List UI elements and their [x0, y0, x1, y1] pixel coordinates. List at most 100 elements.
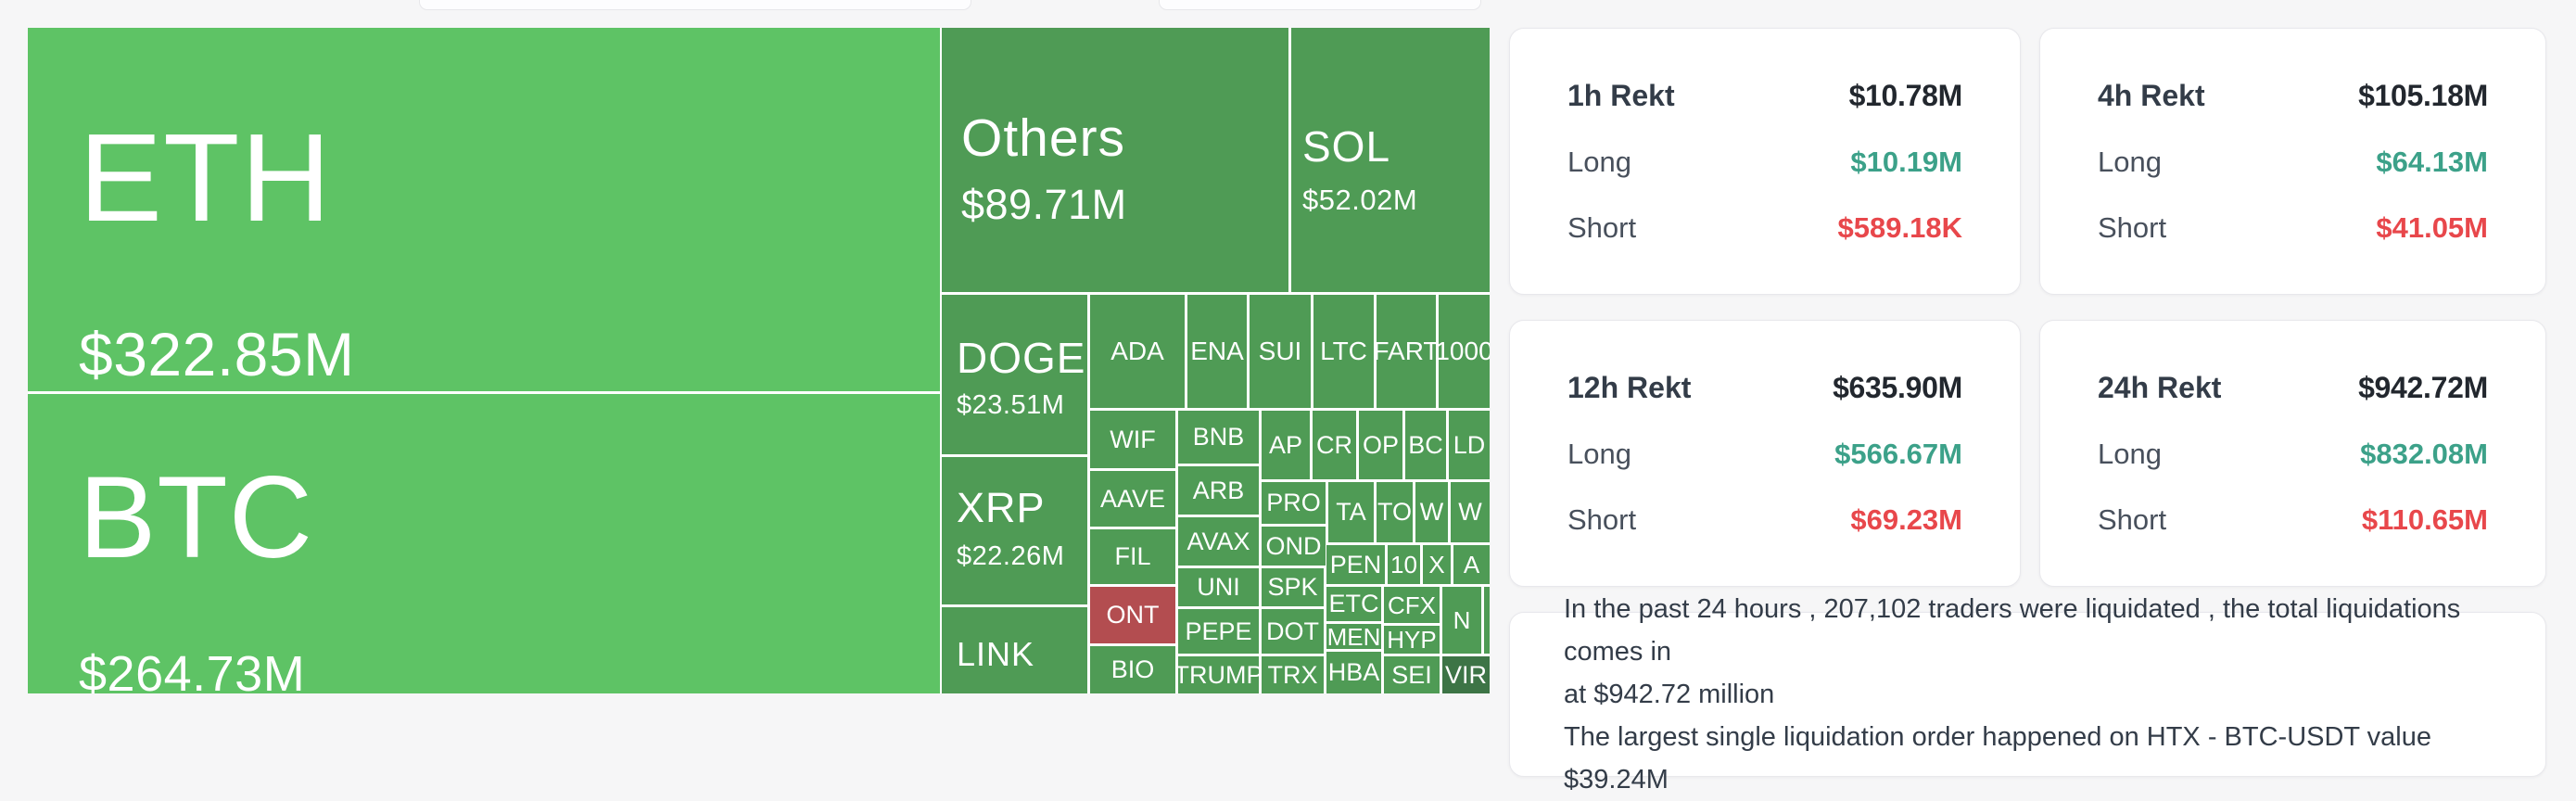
treemap-tile-hba[interactable]: HBA	[1326, 652, 1381, 693]
treemap-tile-pen[interactable]: PEN	[1326, 545, 1385, 584]
tile-symbol: ARB	[1192, 476, 1245, 504]
long-label: Long	[2098, 438, 2162, 470]
rekt-short-row: Short $69.23M	[1567, 505, 1962, 534]
treemap-tile-aave[interactable]: AAVE	[1090, 471, 1175, 527]
treemap-tile-etc[interactable]: ETC	[1326, 587, 1381, 621]
treemap-tile-arb[interactable]: ARB	[1178, 466, 1259, 515]
treemap-tile-sui[interactable]: SUI	[1250, 295, 1311, 408]
rekt-long-row: Long $64.13M	[2098, 147, 2488, 176]
treemap-tile-btc[interactable]: BTC $264.73M	[28, 394, 940, 693]
rekt-period-label: 12h Rekt	[1567, 371, 1692, 404]
liquidation-summary: In the past 24 hours , 207,102 traders w…	[1509, 594, 2546, 795]
tile-value: $22.26M	[957, 540, 1065, 571]
rekt-total-value: $942.72M	[2358, 371, 2488, 404]
summary-line: The largest single liquidation order hap…	[1564, 722, 2432, 795]
treemap-tile-men[interactable]: MEN	[1326, 624, 1381, 649]
treemap-tile-xrp[interactable]: XRP $22.26M	[942, 457, 1087, 604]
treemap-tile-dot[interactable]: DOT	[1262, 609, 1324, 654]
treemap-tile-ap[interactable]: AP	[1262, 411, 1310, 479]
treemap-tile-ena[interactable]: ENA	[1187, 295, 1247, 408]
treemap-tile-ta[interactable]: TA	[1328, 482, 1374, 542]
tile-symbol: BTC	[79, 453, 313, 583]
treemap-tile-link[interactable]: LINK	[942, 607, 1087, 693]
rekt-card-12h[interactable]: 12h Rekt $635.90M Long $566.67M Short $6…	[1509, 320, 2021, 587]
treemap-tile-others[interactable]: Others $89.71M	[942, 28, 1288, 292]
rekt-card-24h[interactable]: 24h Rekt $942.72M Long $832.08M Short $1…	[2039, 320, 2546, 587]
short-value: $41.05M	[2376, 211, 2488, 244]
treemap-tile-a[interactable]: A	[1453, 545, 1490, 584]
tile-value: $52.02M	[1302, 184, 1418, 217]
treemap-tile-bnb[interactable]: BNB	[1178, 411, 1259, 464]
tile-symbol: WIF	[1110, 425, 1156, 453]
treemap-tile-10[interactable]: 10	[1388, 545, 1420, 584]
rekt-card-1h[interactable]: 1h Rekt $10.78M Long $10.19M Short $589.…	[1509, 28, 2021, 295]
top-edge-artifact	[419, 0, 971, 10]
treemap-tile-trx[interactable]: TRX	[1262, 656, 1324, 693]
tile-symbol: AVAX	[1186, 527, 1250, 555]
treemap-tile-fart[interactable]: FART	[1377, 295, 1436, 408]
treemap-tile-to[interactable]: TO	[1377, 482, 1413, 542]
short-label: Short	[2098, 211, 2167, 244]
treemap-tile-fil[interactable]: FIL	[1090, 529, 1175, 584]
short-label: Short	[2098, 503, 2167, 536]
treemap-tile-ond[interactable]: OND	[1262, 527, 1326, 566]
treemap-tile-op[interactable]: OP	[1359, 411, 1402, 479]
rekt-period-label: 4h Rekt	[2098, 79, 2205, 112]
treemap-tile-ld[interactable]: LD	[1449, 411, 1490, 479]
treemap-tile-wif[interactable]: WIF	[1090, 411, 1175, 468]
treemap-tile-uni[interactable]: UNI	[1178, 568, 1259, 606]
tile-symbol: A	[1463, 551, 1480, 578]
tile-symbol: AAVE	[1099, 484, 1166, 513]
treemap-tile-w[interactable]: W	[1415, 482, 1448, 542]
tile-symbol: W	[1458, 498, 1482, 526]
tile-symbol: BC	[1408, 430, 1443, 459]
treemap-tile-sei[interactable]: SEI	[1384, 656, 1440, 693]
rekt-title-row: 24h Rekt $942.72M	[2098, 373, 2488, 402]
treemap-tile-ada[interactable]: ADA	[1090, 295, 1185, 408]
treemap-tile-pepe[interactable]: PEPE	[1178, 609, 1259, 654]
treemap-tile-hyp[interactable]: HYP	[1384, 626, 1440, 654]
treemap-tile-x[interactable]: X	[1423, 545, 1451, 584]
treemap-tile-vir[interactable]: VIR	[1442, 656, 1490, 693]
treemap-tile-cfx[interactable]: CFX	[1384, 587, 1440, 623]
short-value: $110.65M	[2361, 503, 2488, 536]
treemap-tile-spk[interactable]: SPK	[1262, 568, 1324, 606]
tile-symbol: W	[1419, 498, 1444, 526]
treemap-tile-avax[interactable]: AVAX	[1178, 517, 1259, 566]
tile-symbol: 10	[1390, 551, 1417, 578]
tile-symbol: AP	[1268, 430, 1303, 459]
tile-symbol: OP	[1362, 430, 1399, 459]
rekt-short-row: Short $110.65M	[2098, 505, 2488, 534]
treemap-tile-pro[interactable]: PRO	[1262, 482, 1326, 524]
tile-symbol: ONT	[1106, 601, 1160, 629]
tile-symbol: PEPE	[1185, 617, 1252, 645]
long-label: Long	[1567, 146, 1631, 178]
treemap-tile-w[interactable]: W	[1451, 482, 1490, 542]
tile-symbol: TO	[1377, 498, 1412, 526]
tile-symbol: BNB	[1192, 423, 1245, 451]
treemap-tile-ltc[interactable]: LTC	[1313, 295, 1374, 408]
tile-symbol: DOGE	[957, 333, 1086, 382]
rekt-total-value: $635.90M	[1833, 371, 1962, 404]
treemap-tile-1000[interactable]: 1000	[1439, 295, 1490, 408]
treemap-tile-bc[interactable]: BC	[1405, 411, 1446, 479]
treemap-tile-ont[interactable]: ONT	[1090, 587, 1175, 643]
treemap-tile-doge[interactable]: DOGE $23.51M	[942, 295, 1087, 454]
tile-symbol: OND	[1265, 531, 1322, 560]
treemap-tile-sol[interactable]: SOL $52.02M	[1291, 28, 1490, 292]
treemap-tile-eth[interactable]: ETH $322.85M	[28, 28, 940, 391]
tile-symbol: MEN	[1326, 624, 1381, 649]
treemap-tile-trump[interactable]: TRUMP	[1178, 656, 1259, 693]
tile-symbol: X	[1428, 551, 1445, 578]
rekt-card-4h[interactable]: 4h Rekt $105.18M Long $64.13M Short $41.…	[2039, 28, 2546, 295]
rekt-total-value: $10.78M	[1848, 79, 1963, 112]
rekt-period-label: 1h Rekt	[1567, 79, 1675, 112]
treemap-tile-n[interactable]: N	[1442, 587, 1481, 654]
long-label: Long	[2098, 146, 2162, 178]
treemap-tile-sliver[interactable]	[1484, 587, 1490, 654]
treemap-tile-cr[interactable]: CR	[1313, 411, 1356, 479]
tile-symbol: DOT	[1266, 617, 1319, 645]
long-value: $64.13M	[2376, 146, 2488, 178]
tile-symbol: CR	[1316, 430, 1352, 459]
treemap-tile-bio[interactable]: BIO	[1090, 646, 1175, 693]
